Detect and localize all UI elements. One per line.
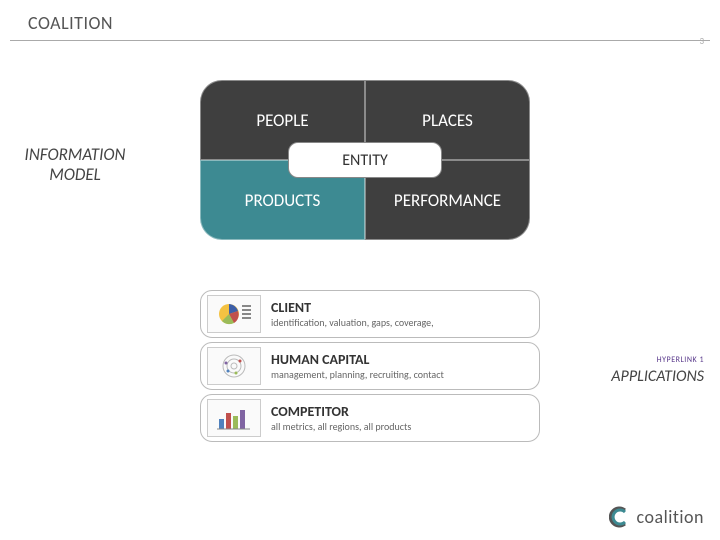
logo-text: coalition bbox=[637, 506, 704, 528]
header: COALITION bbox=[10, 0, 710, 41]
radial-chart-icon bbox=[207, 347, 261, 385]
quadrant-label: PRODUCTS bbox=[245, 190, 321, 211]
card-text: COMPETITOR all metrics, all regions, all… bbox=[271, 403, 533, 433]
card-competitor[interactable]: COMPETITOR all metrics, all regions, all… bbox=[200, 394, 540, 442]
bar-chart-icon bbox=[207, 399, 261, 437]
pie-chart-icon bbox=[207, 295, 261, 333]
coalition-logo: coalition bbox=[609, 506, 704, 528]
quadrant-label: PLACES bbox=[422, 110, 473, 131]
card-title: CLIENT bbox=[271, 299, 533, 316]
card-text: CLIENT identification, valuation, gaps, … bbox=[271, 299, 533, 329]
hyperlink-note: HYPERLINK 1 bbox=[611, 355, 704, 365]
quadrant-label: PERFORMANCE bbox=[394, 190, 501, 211]
entity-quadrant: PEOPLE PLACES PRODUCTS PERFORMANCE ENTIT… bbox=[200, 80, 530, 240]
card-client[interactable]: CLIENT identification, valuation, gaps, … bbox=[200, 290, 540, 338]
card-human-capital[interactable]: HUMAN CAPITAL management, planning, recr… bbox=[200, 342, 540, 390]
entity-center-pill: ENTITY bbox=[288, 142, 442, 178]
card-title: HUMAN CAPITAL bbox=[271, 351, 533, 368]
page-title: COALITION bbox=[28, 12, 692, 34]
card-text: HUMAN CAPITAL management, planning, recr… bbox=[271, 351, 533, 381]
right-side-labels: HYPERLINK 1 APPLICATIONS bbox=[611, 355, 704, 386]
page-number: 3 bbox=[699, 36, 704, 47]
application-cards: CLIENT identification, valuation, gaps, … bbox=[200, 290, 540, 446]
information-model-label: INFORMATION MODEL bbox=[10, 145, 140, 184]
entity-label: ENTITY bbox=[342, 151, 388, 170]
applications-label: APPLICATIONS bbox=[611, 367, 704, 386]
card-subtitle: all metrics, all regions, all products bbox=[271, 420, 533, 433]
logo-mark-icon bbox=[609, 506, 631, 528]
quadrant-label: PEOPLE bbox=[256, 110, 308, 131]
card-subtitle: management, planning, recruiting, contac… bbox=[271, 368, 533, 381]
card-subtitle: identification, valuation, gaps, coverag… bbox=[271, 316, 533, 329]
card-title: COMPETITOR bbox=[271, 403, 533, 420]
